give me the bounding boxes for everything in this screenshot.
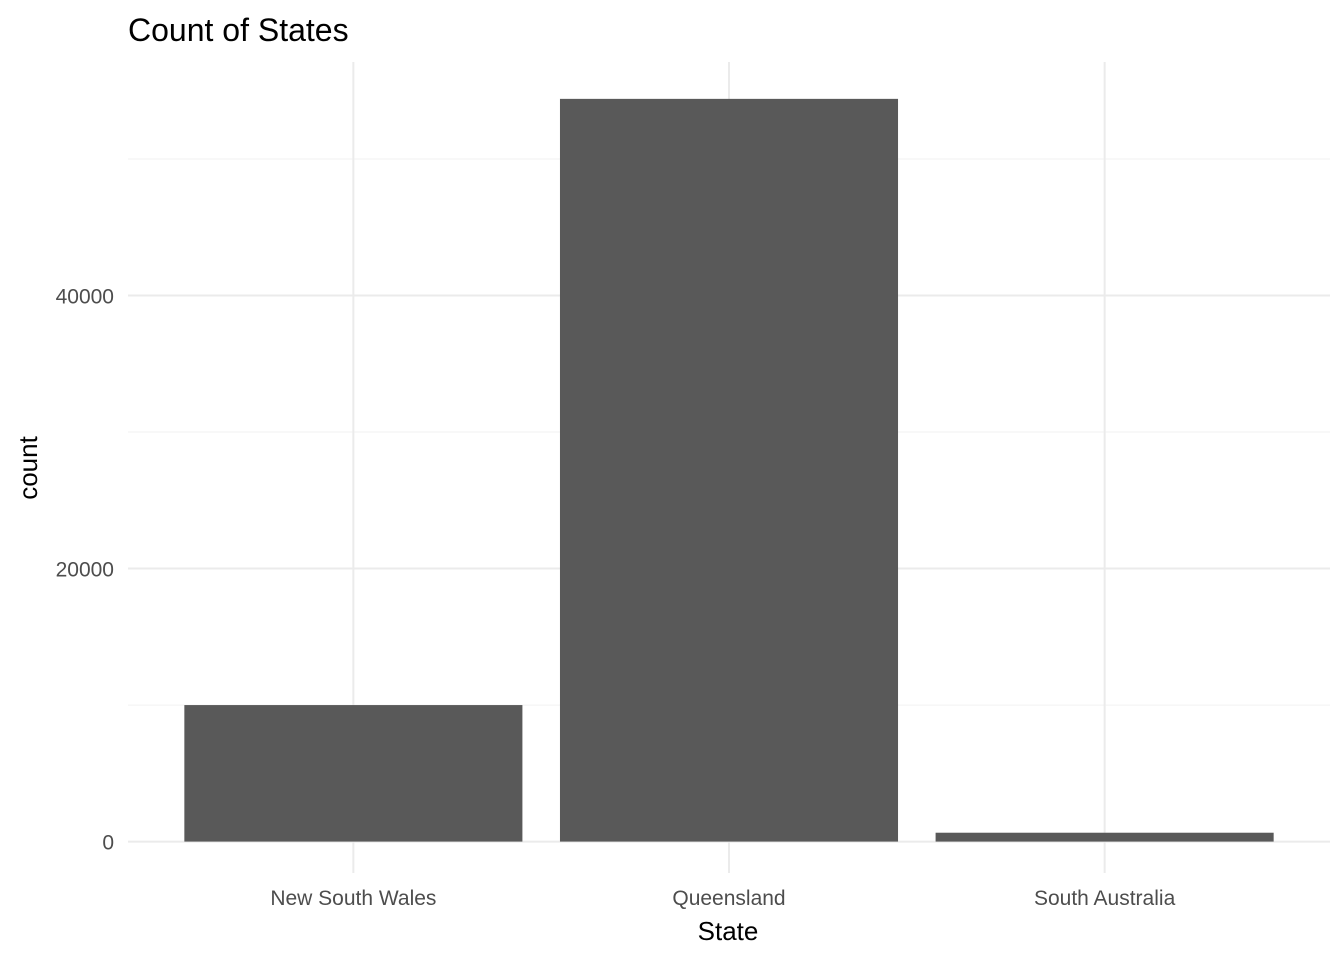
bars — [184, 98, 1274, 842]
x-tick-label-1: Queensland — [672, 887, 785, 910]
y-axis-ticks: 0 20000 40000 — [56, 285, 114, 854]
bar-1 — [559, 98, 899, 842]
x-axis-title: State — [698, 916, 759, 946]
y-axis-title: count — [13, 435, 43, 499]
y-tick-label-2: 40000 — [56, 285, 114, 308]
y-tick-label-1: 20000 — [56, 559, 114, 582]
bar-2 — [935, 832, 1274, 842]
bar-0 — [184, 705, 523, 842]
x-tick-label-2: South Australia — [1034, 887, 1176, 910]
chart-title: Count of States — [128, 12, 349, 48]
x-tick-label-0: New South Wales — [270, 887, 436, 910]
y-tick-label-0: 0 — [102, 832, 114, 855]
x-axis-ticks: New South Wales Queensland South Australia — [270, 887, 1175, 910]
